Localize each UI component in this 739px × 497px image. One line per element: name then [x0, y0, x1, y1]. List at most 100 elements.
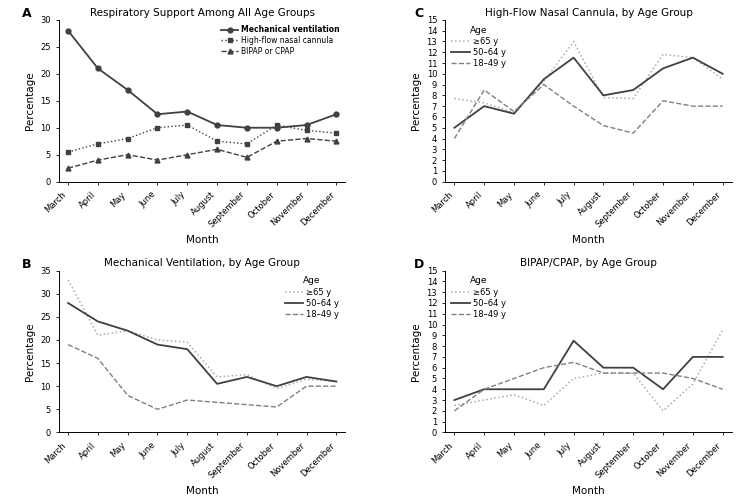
50–64 y: [539, 386, 548, 392]
High-flow nasal cannula: [332, 130, 341, 136]
Y-axis label: Percentage: Percentage: [24, 72, 35, 130]
≥65 y: [93, 332, 102, 338]
BIPAP or CPAP: [242, 155, 251, 161]
18–49 y: [450, 408, 459, 414]
BIPAP or CPAP: [332, 138, 341, 144]
Y-axis label: Percentage: Percentage: [411, 72, 421, 130]
Title: Mechanical Ventilation, by Age Group: Mechanical Ventilation, by Age Group: [104, 258, 300, 268]
≥65 y: [569, 38, 578, 44]
BIPAP or CPAP: [183, 152, 191, 158]
18–49 y: [539, 82, 548, 87]
18–49 y: [450, 136, 459, 142]
≥65 y: [242, 372, 251, 378]
≥65 y: [599, 94, 608, 100]
Mechanical ventilation: [93, 66, 102, 72]
50–64 y: [658, 386, 667, 392]
≥65 y: [153, 337, 162, 343]
50–64 y: [689, 354, 698, 360]
Mechanical ventilation: [332, 111, 341, 117]
BIPAP or CPAP: [123, 152, 132, 158]
50–64 y: [480, 103, 488, 109]
Text: A: A: [22, 7, 32, 20]
≥65 y: [539, 403, 548, 409]
50–64 y: [718, 354, 727, 360]
Mechanical ventilation: [213, 122, 222, 128]
18–49 y: [510, 376, 519, 382]
50–64 y: [569, 55, 578, 61]
18–49 y: [629, 130, 638, 136]
50–64 y: [599, 92, 608, 98]
Mechanical ventilation: [183, 108, 191, 114]
18–49 y: [64, 341, 72, 347]
18–49 y: [213, 400, 222, 406]
50–64 y: [183, 346, 191, 352]
≥65 y: [689, 55, 698, 61]
18–49 y: [480, 386, 488, 392]
≥65 y: [718, 76, 727, 82]
High-flow nasal cannula: [93, 141, 102, 147]
18–49 y: [658, 370, 667, 376]
X-axis label: Month: Month: [186, 235, 219, 245]
50–64 y: [123, 328, 132, 333]
High-flow nasal cannula: [302, 127, 311, 133]
BIPAP or CPAP: [64, 165, 72, 171]
18–49 y: [302, 383, 311, 389]
50–64 y: [450, 397, 459, 403]
≥65 y: [599, 370, 608, 376]
≥65 y: [658, 408, 667, 414]
X-axis label: Month: Month: [572, 486, 605, 496]
Line: 18–49 y: 18–49 y: [68, 344, 336, 410]
Line: ≥65 y: ≥65 y: [454, 330, 723, 411]
Mechanical ventilation: [153, 111, 162, 117]
High-flow nasal cannula: [64, 149, 72, 155]
≥65 y: [510, 392, 519, 398]
≥65 y: [689, 381, 698, 387]
≥65 y: [480, 397, 488, 403]
Line: Mechanical ventilation: Mechanical ventilation: [66, 28, 338, 130]
Y-axis label: Percentage: Percentage: [411, 322, 421, 381]
18–49 y: [510, 108, 519, 114]
≥65 y: [450, 95, 459, 101]
18–49 y: [123, 393, 132, 399]
18–49 y: [689, 376, 698, 382]
≥65 y: [510, 110, 519, 116]
18–49 y: [153, 407, 162, 413]
50–64 y: [153, 341, 162, 347]
High-flow nasal cannula: [153, 125, 162, 131]
BIPAP or CPAP: [213, 146, 222, 152]
Title: Respiratory Support Among All Age Groups: Respiratory Support Among All Age Groups: [89, 8, 315, 18]
Y-axis label: Percentage: Percentage: [24, 322, 35, 381]
18–49 y: [242, 402, 251, 408]
High-flow nasal cannula: [183, 122, 191, 128]
Line: ≥65 y: ≥65 y: [68, 280, 336, 389]
High-flow nasal cannula: [242, 141, 251, 147]
50–64 y: [539, 76, 548, 82]
Title: BIPAP/CPAP, by Age Group: BIPAP/CPAP, by Age Group: [520, 258, 657, 268]
≥65 y: [64, 277, 72, 283]
50–64 y: [599, 365, 608, 371]
18–49 y: [569, 359, 578, 365]
Line: 50–64 y: 50–64 y: [454, 341, 723, 400]
50–64 y: [510, 111, 519, 117]
High-flow nasal cannula: [213, 138, 222, 144]
≥65 y: [302, 376, 311, 382]
50–64 y: [569, 338, 578, 344]
50–64 y: [510, 386, 519, 392]
≥65 y: [629, 95, 638, 101]
Text: D: D: [414, 257, 424, 271]
Mechanical ventilation: [242, 125, 251, 131]
≥65 y: [332, 379, 341, 385]
18–49 y: [272, 404, 281, 410]
High-flow nasal cannula: [272, 122, 281, 128]
18–49 y: [332, 383, 341, 389]
Line: 50–64 y: 50–64 y: [68, 303, 336, 386]
Line: 18–49 y: 18–49 y: [454, 84, 723, 139]
Title: High-Flow Nasal Cannula, by Age Group: High-Flow Nasal Cannula, by Age Group: [485, 8, 692, 18]
BIPAP or CPAP: [93, 157, 102, 163]
50–64 y: [64, 300, 72, 306]
Line: 50–64 y: 50–64 y: [454, 58, 723, 128]
≥65 y: [718, 327, 727, 333]
BIPAP or CPAP: [302, 136, 311, 142]
18–49 y: [539, 365, 548, 371]
18–49 y: [480, 87, 488, 93]
